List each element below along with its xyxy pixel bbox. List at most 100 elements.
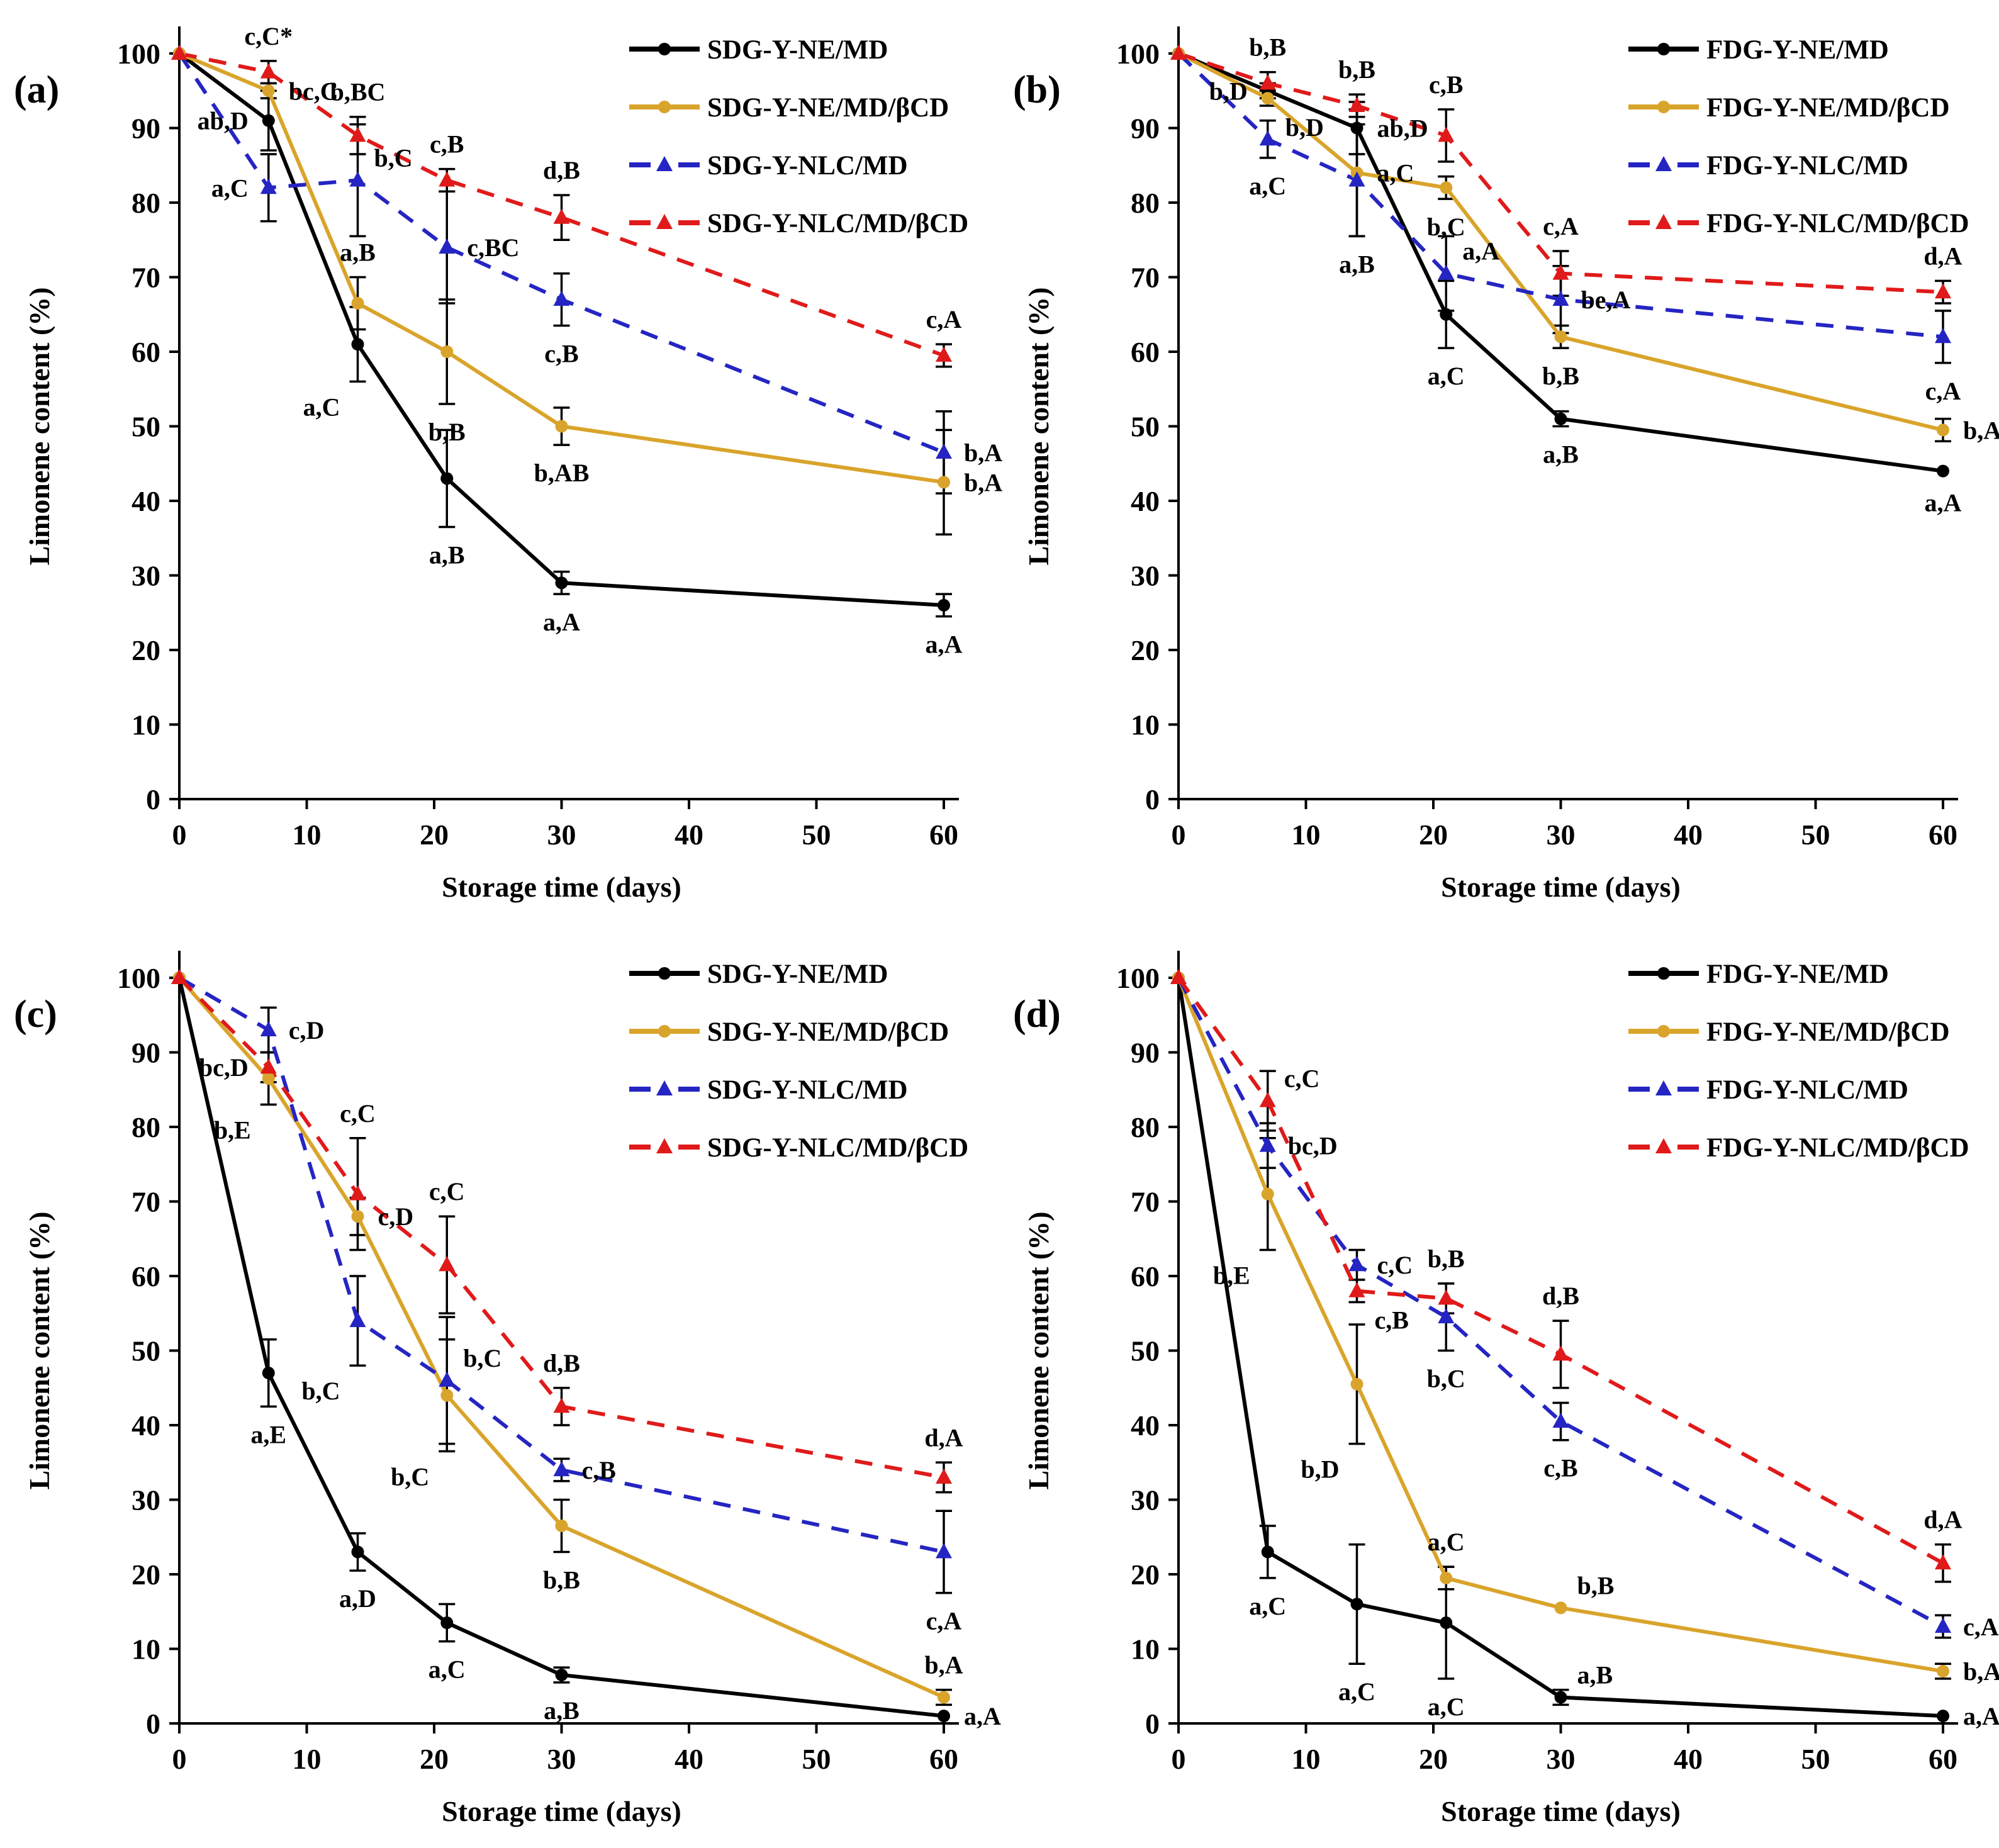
point-annotation: b,E [214, 1116, 251, 1144]
series-line [178, 52, 944, 484]
data-point [1259, 1092, 1276, 1107]
data-point [1440, 181, 1453, 194]
point-annotation: a,A [1925, 489, 1962, 517]
point-annotation: b,C [1427, 213, 1465, 241]
legend-item: FDG-Y-NE/MD [1628, 960, 1889, 989]
point-annotation: c,B [1375, 1306, 1409, 1335]
legend-item: SDG-Y-NLC/MD [629, 1075, 908, 1105]
data-point [171, 45, 188, 60]
point-annotation: b,C [374, 143, 413, 172]
point-annotation: a,A [1462, 237, 1499, 266]
data-point [1554, 330, 1567, 344]
point-annotation: c,A [1963, 1613, 1999, 1641]
legend: FDG-Y-NE/MD FDG-Y-NE/MD/βCD FDG-Y-NLC/MD FD… [1628, 960, 1969, 1163]
data-point [439, 1256, 456, 1272]
point-annotation: d,B [543, 156, 580, 184]
data-point [1348, 171, 1365, 187]
x-tick-label: 60 [929, 1743, 958, 1775]
panel-letter-d: (d) [1013, 993, 1061, 1036]
data-point [260, 1058, 277, 1074]
x-tick-label: 10 [1292, 819, 1321, 851]
series-line [178, 52, 944, 607]
series-line [177, 52, 945, 454]
x-tick-label: 0 [172, 1743, 187, 1775]
series-line [1177, 52, 1944, 473]
legend-marker-triangle-icon [1655, 214, 1672, 229]
x-tick-label: 0 [1172, 819, 1186, 851]
point-annotation: b,A [964, 439, 1002, 467]
legend-label: SDG-Y-NE/MD/βCD [707, 93, 949, 123]
legend-marker-circle-icon [1657, 43, 1670, 55]
data-point [439, 1371, 456, 1387]
data-point [1937, 1710, 1949, 1723]
point-annotation: bc,D [1288, 1132, 1338, 1160]
point-annotation: bc,C [289, 77, 339, 105]
y-tick-label: 80 [132, 1111, 160, 1143]
legend-marker-triangle-icon [1655, 156, 1672, 171]
point-annotation: a,C [1338, 1677, 1375, 1706]
data-point [1935, 328, 1951, 344]
data-point [351, 1210, 364, 1223]
data-point [1350, 1377, 1363, 1391]
data-point [938, 1691, 950, 1704]
legend-marker-triangle-icon [656, 1080, 673, 1095]
point-annotation: a,A [543, 608, 580, 636]
data-point [938, 598, 950, 612]
point-annotation: a,A [926, 630, 963, 659]
legend-item: FDG-Y-NLC/MD/βCD [1628, 1133, 1969, 1163]
point-annotation: b,B [543, 1565, 580, 1594]
data-point [555, 1668, 568, 1681]
legend-marker-circle-icon [1657, 101, 1670, 113]
data-point [936, 1468, 952, 1484]
legend: SDG-Y-NE/MD SDG-Y-NE/MD/βCD SDG-Y-NLC/MD SD… [629, 35, 968, 238]
y-tick-label: 30 [1131, 1484, 1160, 1516]
x-tick-label: 10 [1292, 1743, 1321, 1775]
x-axis-title: Storage time (days) [442, 1795, 681, 1827]
point-annotation: c,D [378, 1202, 414, 1231]
point-annotation: d,A [1923, 242, 1962, 270]
y-tick-label: 20 [132, 1559, 160, 1591]
legend-label: FDG-Y-NE/MD/βCD [1706, 1017, 1950, 1047]
y-tick-label: 70 [132, 1186, 160, 1218]
x-tick-label: 40 [1674, 819, 1703, 851]
panel-letter-c: (c) [14, 993, 57, 1036]
x-tick-label: 20 [420, 1743, 449, 1775]
data-point [1259, 1136, 1276, 1152]
data-point [1554, 412, 1567, 425]
data-point [555, 576, 568, 590]
data-point [1552, 264, 1569, 280]
point-annotation: a,C [1428, 1693, 1465, 1721]
x-tick-label: 30 [1547, 819, 1576, 851]
point-annotation: c,A [926, 305, 962, 333]
y-tick-label: 30 [132, 1484, 160, 1516]
data-point [553, 1397, 570, 1413]
legend: SDG-Y-NE/MD SDG-Y-NE/MD/βCD SDG-Y-NLC/MD SD… [629, 960, 968, 1163]
data-point [262, 1367, 275, 1380]
y-tick-label: 10 [1131, 709, 1160, 741]
point-annotation: b,A [964, 468, 1002, 496]
legend-marker-circle-icon [1657, 967, 1670, 980]
series-line [1177, 52, 1944, 339]
data-point [555, 420, 568, 433]
legend-label: SDG-Y-NE/MD [707, 960, 888, 989]
y-tick-label: 50 [132, 1335, 160, 1367]
data-point [1170, 45, 1187, 60]
point-annotation: a,C [1249, 172, 1286, 200]
point-annotation: a,E [250, 1420, 286, 1448]
y-tick-label: 50 [1131, 411, 1160, 443]
legend: FDG-Y-NE/MD FDG-Y-NE/MD/βCD FDG-Y-NLC/MD FD… [1628, 35, 1969, 238]
point-annotation: c,C [1377, 1251, 1413, 1279]
legend-item: FDG-Y-NE/MD/βCD [1628, 1017, 1950, 1047]
legend-item: SDG-Y-NE/MD [629, 35, 888, 65]
y-tick-label: 10 [1131, 1633, 1160, 1666]
legend-label: FDG-Y-NLC/MD [1706, 1075, 1908, 1105]
panel-letter-b: (b) [1013, 69, 1061, 111]
y-tick-label: 80 [1131, 1111, 1160, 1143]
legend-label: FDG-Y-NLC/MD/βCD [1706, 1133, 1969, 1163]
legend-label: FDG-Y-NE/MD [1706, 960, 1889, 989]
panel-letter-a: (a) [14, 69, 60, 111]
series-line [1178, 52, 1944, 294]
y-tick-label: 30 [1131, 560, 1160, 592]
x-tick-label: 10 [293, 819, 322, 851]
data-point [936, 346, 952, 362]
